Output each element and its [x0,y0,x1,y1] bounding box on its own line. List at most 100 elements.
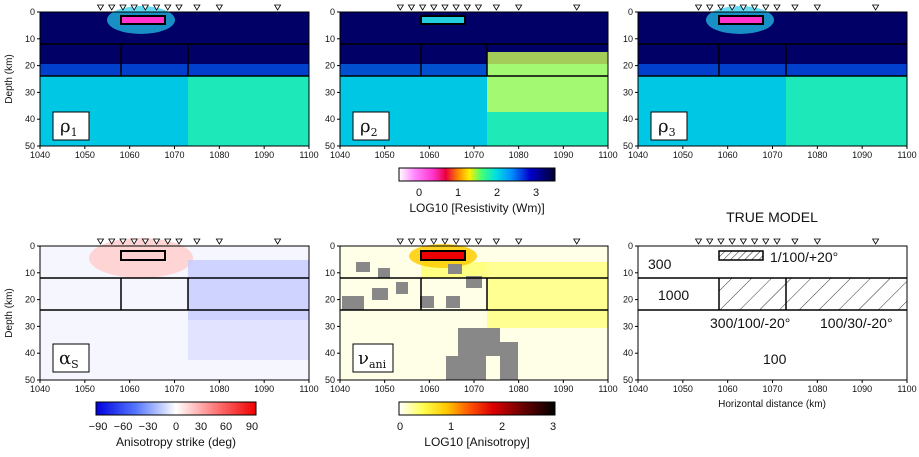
x-tick-label: 1060 [718,384,738,394]
true-model-label-right: 100/30/-20° [820,315,893,331]
station-marker [750,238,759,245]
nu-gray-cells [342,262,518,380]
x-tick-label: 1040 [628,384,648,394]
y-tick-label: 0 [628,7,633,17]
station-marker [119,238,127,245]
rho2-axes: 1040 1050 1060 1070 1080 1090 1100 0 10 20 30 40 50 [325,4,618,160]
rho3-label-base: ρ [658,116,669,137]
station-marker [773,4,781,11]
alpha-anomaly [120,250,166,261]
rho1-green-zone [188,76,309,146]
y-tick-label: 20 [325,295,335,305]
panel-rho1: ρ1 [39,6,310,147]
y-tick-label: 30 [25,87,35,97]
panel-nu: νani [339,244,609,381]
alpha-axes: 1040 1050 1060 1070 1080 1090 1100 0 10 20 30 40 50 D… [4,238,319,394]
strike-tick-m90: −90 [89,421,108,433]
x-tick-label: 1100 [897,384,916,394]
nu-label-base: ν [358,348,369,369]
station-marker [164,4,172,11]
rho2-right-zone [487,52,608,112]
rho3-anomaly [718,15,764,25]
rho2-structure-lines [340,43,608,77]
station-marker [706,238,714,245]
station-marker [130,238,138,245]
x-tick-label: 1040 [628,150,648,160]
station-marker [130,4,138,11]
colorbar-anisotropy-ramp [398,401,556,416]
y-tick-label: 20 [623,61,633,71]
true-model-label-upper: 300 [648,256,672,272]
y-tick-label: 20 [25,61,35,71]
y-tick-label: 10 [325,268,335,278]
y-tick-label: 40 [623,114,633,124]
strike-tick-30: 30 [195,421,207,433]
colorbar-resistivity-label: LOG10 [Resistivity (Wm)] [409,201,544,215]
station-marker [739,238,748,245]
x-tick-label: 1080 [209,150,229,160]
x-tick-label: 1040 [30,150,50,160]
station-marker [813,4,822,11]
station-marker [492,238,501,245]
panel-alpha: αS [39,238,310,381]
y-tick-label: 10 [623,34,633,44]
y-tick-label: 30 [325,87,335,97]
y-tick-label: 20 [25,295,35,305]
svg-text:νani: νani [358,348,387,371]
x-tick-label: 1050 [375,384,395,394]
station-marker [514,4,523,11]
x-tick-label: 1080 [209,384,229,394]
rho3-axes: 1040 1050 1060 1070 1080 1090 1100 0 10 20 30 40 50 [623,4,917,160]
true-model-block [718,250,764,261]
station-marker [175,238,183,245]
rho3-panel-label: ρ3 [650,111,688,141]
true-model-label-bottom: 100 [763,351,787,367]
ani-tick-2: 2 [499,421,505,433]
svg-text:αS: αS [59,348,79,371]
svg-text:ρ2: ρ2 [360,116,378,139]
nu-anomaly [420,250,466,261]
svg-text:ρ1: ρ1 [60,116,78,139]
colorbar-anisotropy: 0 1 2 3 LOG10 [Anisotropy] [397,401,556,449]
x-tick-label: 1070 [762,150,782,160]
y-tick-label: 50 [325,141,335,151]
station-marker [407,238,416,245]
rho1-label-sub: 1 [71,126,78,139]
station-marker [119,4,127,11]
x-tick-label: 1050 [75,150,95,160]
nu-axes: 1040 1050 1060 1070 1080 1090 1100 0 10 20 30 40 50 [325,238,618,394]
station-marker [141,4,150,11]
true-model-structure-lines [638,277,907,311]
rho2-green-zone [487,112,608,146]
station-marker [152,4,161,11]
colorbar-anisotropy-label: LOG10 [Anisotropy] [424,435,529,449]
station-marker [96,4,105,11]
x-tick-label: 1050 [375,150,395,160]
y-tick-label: 30 [623,87,633,97]
alpha-label-base: α [59,348,71,369]
nu-structure-lines [340,277,608,311]
x-tick-label: 1050 [75,384,95,394]
x-tick-label: 1100 [299,384,318,394]
colorbar-resistivity-ticks: 0 1 2 3 [416,187,539,199]
station-marker [773,238,781,245]
y-tick-label: 10 [25,34,35,44]
y-tick-label: 50 [623,141,633,151]
true-model-label-middle: 300/100/-20° [710,315,790,331]
y-tick-label: 40 [25,348,35,358]
station-marker [739,4,748,11]
axes-layer: 1040 1050 1060 1070 1080 1090 110001020304050D… [4,4,917,394]
station-marker [514,238,523,245]
nu-panel-label: νani [352,343,394,373]
station-marker [813,238,822,245]
rho3-label-sub: 3 [669,126,676,139]
station-marker [164,238,172,245]
alpha-blue-deep [188,320,309,360]
svg-text:ρ3: ρ3 [658,116,676,139]
ani-tick-3: 3 [550,421,556,433]
rho1-structure-lines [40,43,309,77]
x-tick-label: 1050 [673,150,693,160]
station-marker [441,4,449,11]
station-marker [396,4,405,11]
alpha-panel-label: αS [52,343,90,373]
